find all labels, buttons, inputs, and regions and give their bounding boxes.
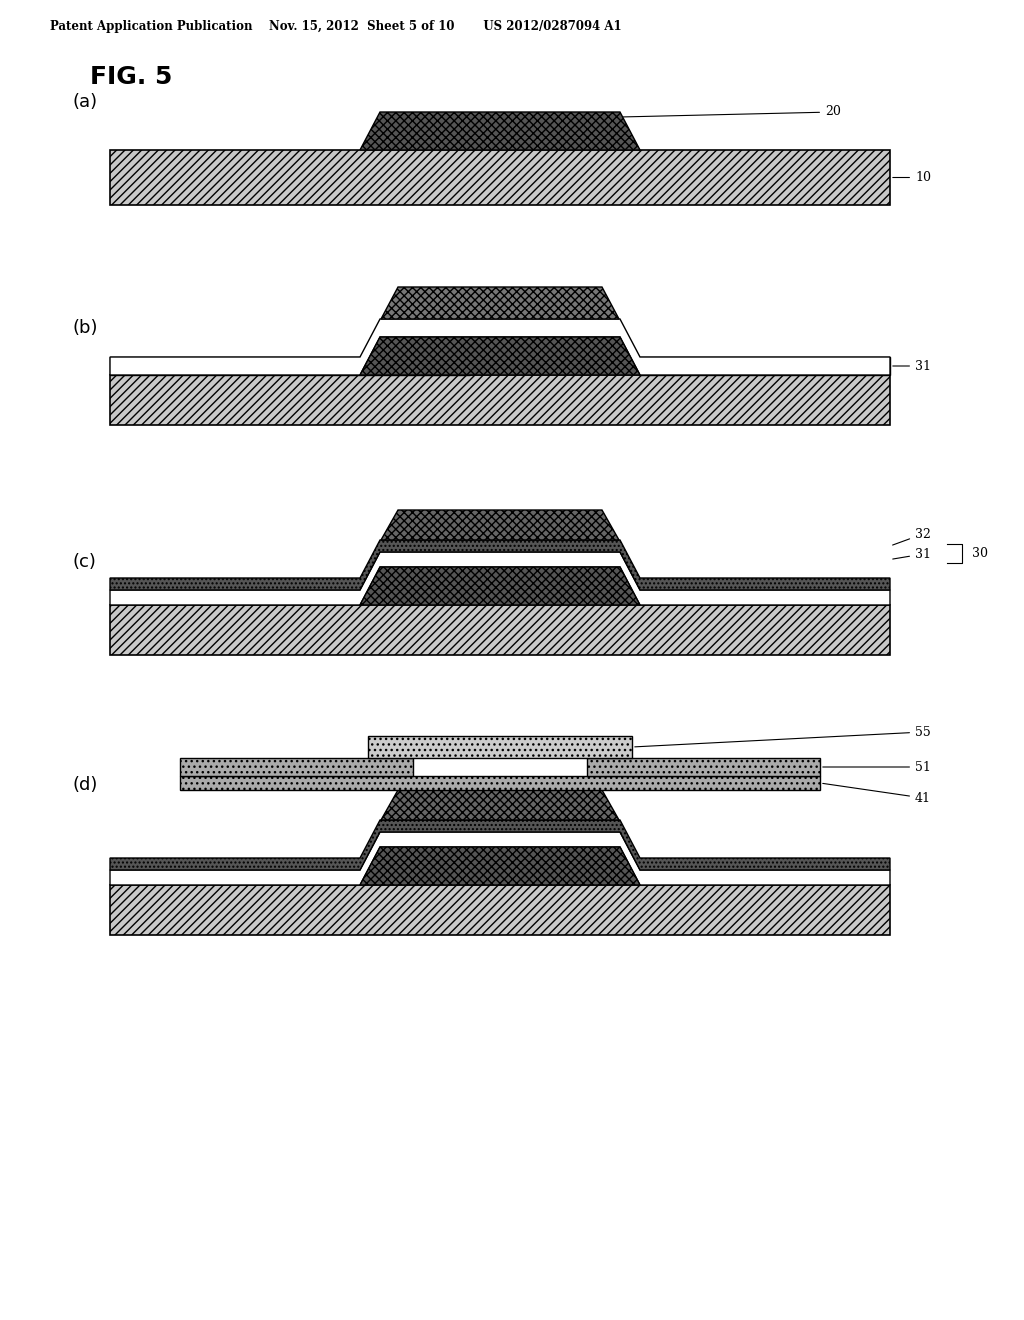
Polygon shape	[110, 832, 890, 884]
Polygon shape	[381, 789, 618, 820]
FancyBboxPatch shape	[110, 605, 890, 655]
Text: 20: 20	[623, 106, 841, 119]
Text: 32: 32	[893, 528, 931, 545]
Text: (d): (d)	[72, 776, 97, 795]
Text: 31: 31	[893, 359, 931, 372]
FancyBboxPatch shape	[587, 758, 820, 776]
FancyBboxPatch shape	[110, 150, 890, 205]
Text: 55: 55	[635, 726, 931, 747]
Text: Patent Application Publication    Nov. 15, 2012  Sheet 5 of 10       US 2012/028: Patent Application Publication Nov. 15, …	[50, 20, 622, 33]
FancyBboxPatch shape	[110, 356, 470, 375]
FancyBboxPatch shape	[640, 356, 890, 375]
Polygon shape	[360, 568, 640, 605]
Text: 41: 41	[822, 783, 931, 804]
Polygon shape	[110, 540, 890, 590]
Text: 10: 10	[893, 172, 931, 183]
Polygon shape	[360, 337, 640, 375]
Polygon shape	[360, 847, 640, 884]
FancyBboxPatch shape	[110, 375, 890, 425]
Polygon shape	[360, 112, 640, 150]
FancyBboxPatch shape	[180, 776, 820, 789]
Text: (b): (b)	[72, 319, 97, 337]
Polygon shape	[381, 510, 618, 540]
Text: 31: 31	[893, 548, 931, 561]
Text: 30: 30	[972, 546, 988, 560]
Polygon shape	[110, 552, 890, 605]
Text: (a): (a)	[72, 92, 97, 111]
Text: (c): (c)	[72, 553, 96, 572]
Polygon shape	[110, 319, 890, 375]
Text: 51: 51	[822, 760, 931, 774]
Text: FIG. 5: FIG. 5	[90, 65, 172, 88]
Polygon shape	[381, 286, 618, 319]
Polygon shape	[110, 820, 890, 870]
FancyBboxPatch shape	[110, 884, 890, 935]
FancyBboxPatch shape	[180, 758, 413, 776]
FancyBboxPatch shape	[368, 737, 632, 758]
